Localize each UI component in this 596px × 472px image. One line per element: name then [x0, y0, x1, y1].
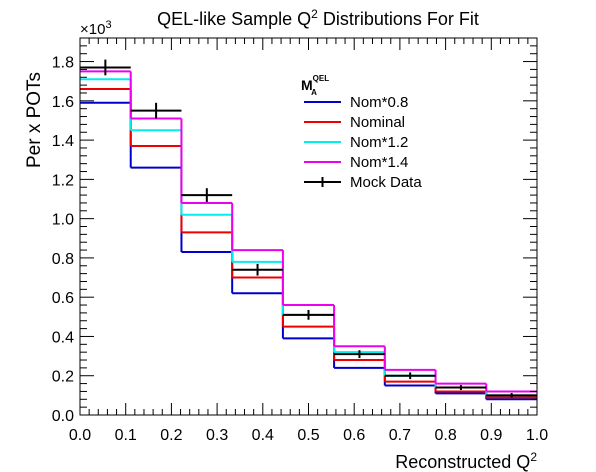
y-tick-label-0: 0.0: [52, 408, 74, 425]
mock-data-points: [80, 59, 537, 398]
x-tick-label-2: 0.2: [160, 427, 182, 444]
x-tick-label-0: 0.0: [69, 427, 91, 444]
legend-title-superscript: QEL: [313, 74, 330, 83]
y-axis-label: Per x POTs: [24, 72, 45, 168]
axes: 0.0 0.1 0.2 0.3 0.4 0.5 0.6 0.7 0.8 0.9 1.0 0.0 0.2 0…: [52, 37, 548, 444]
y-axis-exponent: ×103: [80, 19, 112, 38]
x-tick-label-8: 0.8: [434, 427, 456, 444]
legend-title: MQEL A: [301, 74, 329, 97]
y-axis-exponent-base: ×10: [80, 21, 105, 38]
y-tick-label-2: 0.4: [52, 329, 74, 346]
x-tick-label-5: 0.5: [297, 427, 319, 444]
x-axis-label-superscript: 2: [530, 450, 537, 464]
plot-area: [80, 59, 537, 401]
legend-title-subscript: A: [311, 88, 317, 97]
x-tick-label-7: 0.7: [389, 427, 411, 444]
legend: MQEL A Nom*0.8 Nominal Nom*1.2 Nom*1.4 Mock D…: [301, 74, 422, 191]
y-axis-exponent-power: 3: [105, 19, 111, 31]
y-tick-label-8: 1.6: [52, 94, 74, 111]
x-axis-label: Reconstructed Q2: [395, 450, 537, 472]
x-axis-label-main: Reconstructed Q: [395, 452, 530, 472]
series-3: [80, 70, 537, 393]
y-tick-label-5: 1.0: [52, 212, 74, 229]
legend-label-1: Nominal: [350, 114, 405, 131]
chart-title-main: QEL-like Sample Q: [157, 9, 311, 29]
y-tick-label-9: 1.8: [52, 55, 74, 72]
x-tick-label-4: 0.4: [252, 427, 274, 444]
legend-label-0: Nom*0.8: [350, 94, 408, 111]
x-tick-label-9: 0.9: [480, 427, 502, 444]
legend-entries: Nom*0.8 Nominal Nom*1.2 Nom*1.4 Mock Data: [304, 94, 422, 191]
y-tick-label-1: 0.2: [52, 369, 74, 386]
x-tick-label-3: 0.3: [206, 427, 228, 444]
legend-label-2: Nom*1.2: [350, 134, 408, 151]
y-tick-label-4: 0.8: [52, 251, 74, 268]
x-tick-label-10: 1.0: [526, 427, 548, 444]
legend-title-main: M: [301, 77, 313, 93]
legend-label-4: Mock Data: [350, 174, 422, 191]
chart-title: QEL-like Sample Q2 Distributions For Fit: [157, 7, 479, 29]
chart-title-superscript: 2: [311, 7, 318, 21]
legend-label-3: Nom*1.4: [350, 154, 408, 171]
chart-title-rest: Distributions For Fit: [318, 9, 479, 29]
y-tick-label-7: 1.4: [52, 133, 74, 150]
x-tick-label-1: 0.1: [115, 427, 137, 444]
y-tick-label-6: 1.2: [52, 172, 74, 189]
x-tick-label-6: 0.6: [343, 427, 365, 444]
y-tick-label-3: 0.6: [52, 290, 74, 307]
